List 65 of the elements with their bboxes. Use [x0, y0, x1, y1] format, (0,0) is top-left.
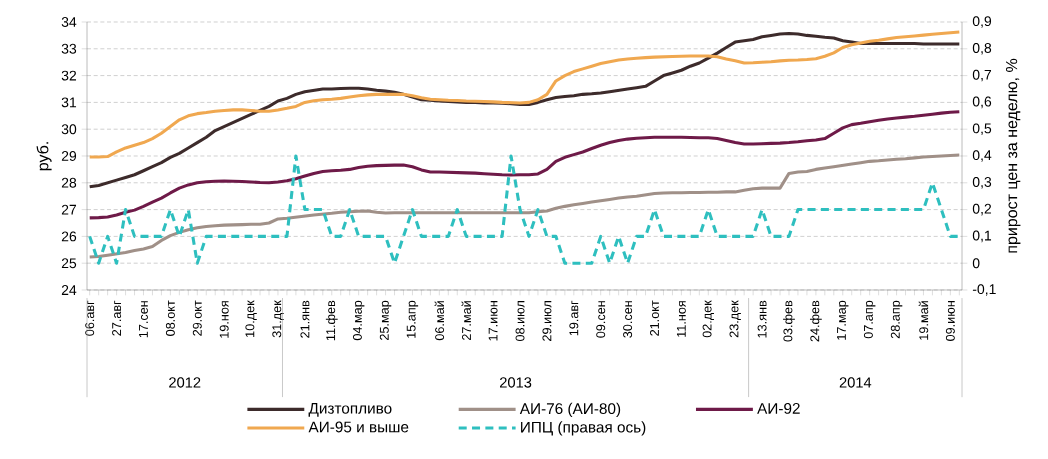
y2-tick-label: 0,6	[972, 96, 992, 109]
x-tick-label: 29.июл	[542, 301, 552, 341]
x-tick-label: 29.окт	[192, 300, 202, 336]
x-tick-label: 19.авг	[569, 300, 579, 336]
x-tick-label: 23.дек	[729, 300, 741, 338]
x-tick-label: 21.янв	[300, 300, 310, 338]
x-tick-label: 17.июн	[488, 301, 498, 341]
y-tick-label: 32	[61, 70, 77, 81]
x-tick-label: 27.май	[461, 301, 471, 341]
x-tick-label: 10.дек	[245, 300, 257, 337]
x-tick-label: 21.окт	[650, 300, 659, 336]
y-tick-label: 34	[61, 17, 77, 27]
y2-tick-label: 0,2	[972, 203, 992, 216]
y-tick-label: 26	[61, 231, 77, 242]
y2-tick-label: -0,1	[972, 284, 996, 296]
y2-tick-label: 0,3	[972, 177, 992, 189]
x-tick-label: 02.дек	[702, 300, 714, 338]
y2-tick-label: 0	[972, 258, 980, 269]
x-tick-label: 19.май	[918, 301, 929, 340]
x-tick-label: 25.мар	[379, 300, 392, 341]
x-tick-label: 08.июл	[515, 301, 525, 342]
y2-axis-title: прирост цен за неделю, %	[1006, 58, 1021, 253]
legend-label: АИ-92	[757, 402, 800, 414]
y-tick-label: 33	[61, 43, 77, 54]
legend-label: Дизтопливо	[308, 403, 392, 417]
y2-tick-label: 0,8	[972, 43, 992, 55]
y-tick-label: 29	[61, 151, 77, 161]
x-tick-label: 24.фев	[809, 300, 822, 342]
x-tick-label: 09.июн	[945, 301, 955, 341]
y-tick-label: 27	[61, 204, 77, 215]
legend-label: АИ-95 и выше	[308, 421, 409, 433]
legend-label: АИ-76 (АИ-80)	[519, 402, 621, 418]
x-tick-label: 09.сен	[596, 301, 606, 338]
y2-tick-label: 0,1	[972, 230, 992, 243]
x-tick-label: 31.дек	[272, 300, 284, 338]
y-tick-label: 24	[61, 285, 77, 295]
y2-tick-label: 0,9	[972, 16, 992, 28]
y-tick-label: 28	[61, 177, 77, 188]
text: 2013	[500, 377, 532, 388]
x-tick-label: 08.окт	[165, 300, 175, 336]
x-tick-label: 17.мар	[837, 300, 849, 340]
x-tick-label: 28.апр	[890, 300, 903, 339]
y2-tick-label: 0,4	[972, 150, 992, 162]
x-tick-label: 11.фев	[325, 300, 338, 341]
x-tick-label: 17.сен	[139, 301, 148, 338]
x-tick-label: 03.фев	[783, 300, 795, 342]
y-tick-label: 31	[61, 97, 77, 108]
legend-label: ИПЦ (правая ось)	[521, 421, 646, 436]
x-tick-label: 30.сен	[623, 301, 633, 338]
y2-tick-label: 0,7	[972, 69, 992, 82]
x-tick-label: 11.ноя	[676, 301, 686, 337]
y2-tick-label: 0,5	[972, 123, 992, 135]
x-tick-label: 13.янв	[757, 300, 767, 338]
x-tick-label: 15.апр	[406, 300, 419, 338]
x-tick-label: 07.апр	[863, 300, 876, 339]
x-tick-label: 04.мар	[352, 300, 365, 341]
y-axis-title: руб.	[36, 142, 52, 171]
x-tick-label: 06.авг	[85, 300, 95, 336]
x-tick-label: 06.май	[434, 301, 445, 341]
x-tick-label: 19.ноя	[219, 301, 229, 338]
text: 2012	[169, 377, 201, 388]
y-tick-label: 25	[61, 258, 77, 269]
x-tick-label: 27.авг	[112, 300, 122, 336]
y-tick-label: 30	[61, 124, 77, 135]
text: 2014	[839, 377, 872, 388]
